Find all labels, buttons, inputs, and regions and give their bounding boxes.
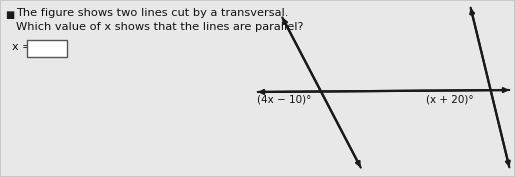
Text: The figure shows two lines cut by a transversal.: The figure shows two lines cut by a tran… [16,8,288,18]
Text: (4x − 10)°: (4x − 10)° [257,95,312,105]
Text: ■: ■ [5,10,14,20]
Text: x =: x = [12,42,31,52]
Text: Which value of x shows that the lines are parallel?: Which value of x shows that the lines ar… [16,22,303,32]
FancyBboxPatch shape [27,40,67,57]
Text: (x + 20)°: (x + 20)° [426,94,474,104]
